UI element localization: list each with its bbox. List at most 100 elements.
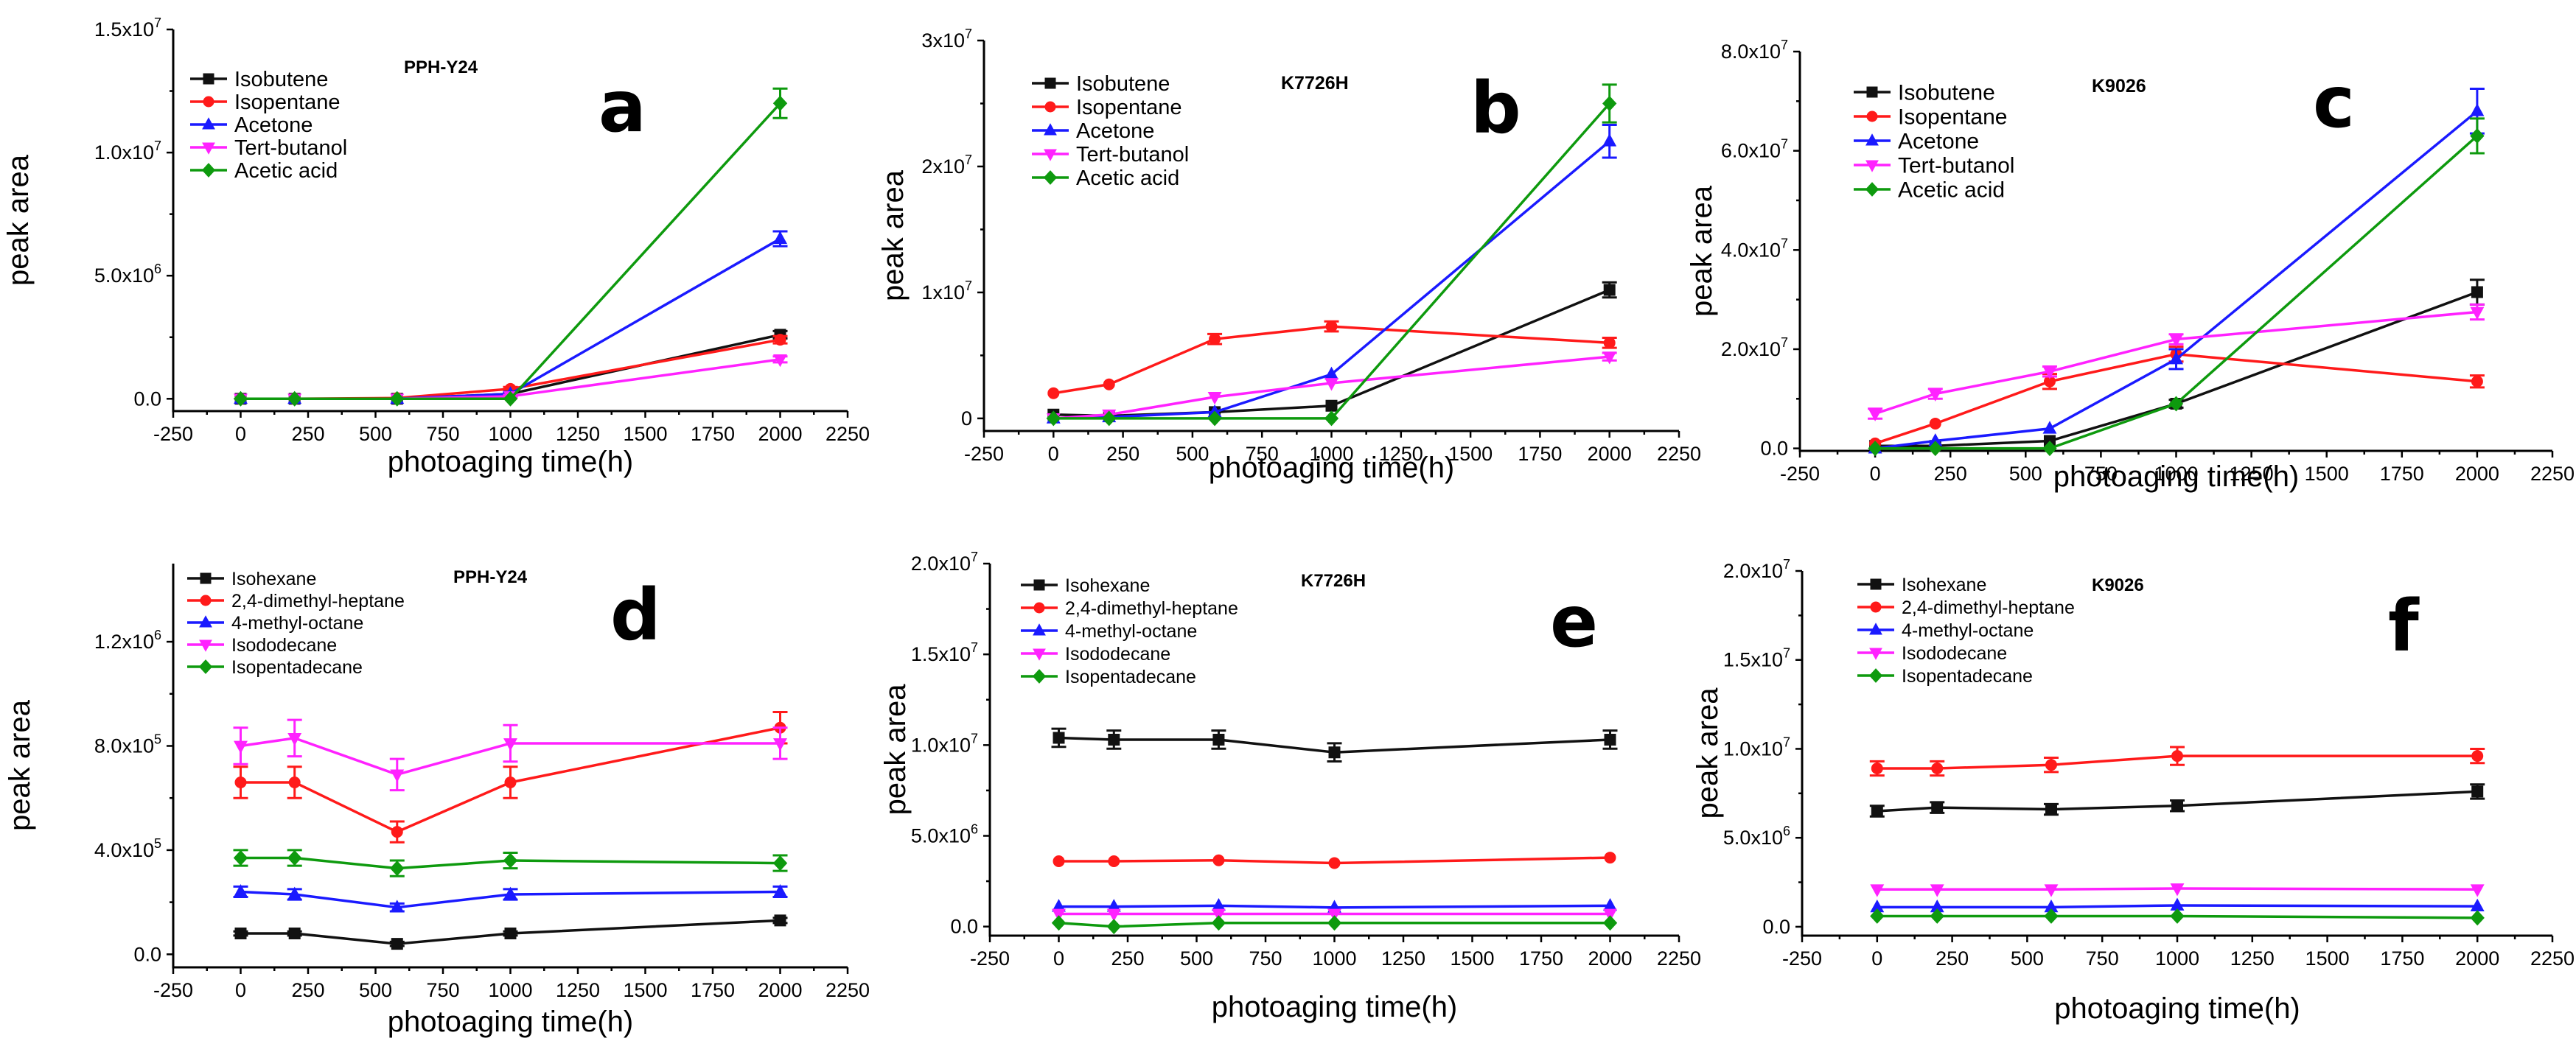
data-point (1929, 417, 1941, 430)
panel-letter: f (2388, 585, 2420, 667)
legend-label: Tert-butanol (1076, 143, 1189, 167)
y-axis-label: peak area (1686, 185, 1718, 317)
data-point (390, 390, 405, 407)
data-point (391, 826, 403, 838)
series-acetic-acid (1868, 117, 2485, 457)
y-tick-label: 6.0x107 (1721, 137, 1788, 162)
data-point (1051, 915, 1067, 931)
legend-label: Isobutene (1898, 81, 1995, 105)
x-tick-label: 2250 (825, 979, 870, 1001)
data-point (773, 738, 787, 751)
data-point (503, 852, 518, 869)
legend-label: Isopentane (234, 91, 341, 114)
y-tick-label: 0 (961, 407, 972, 430)
data-point (503, 390, 518, 407)
series-4-methyl-octane (1052, 897, 1617, 913)
y-axis-label: peak area (4, 699, 36, 831)
data-point (1325, 320, 1338, 333)
x-tick-label: 500 (2009, 463, 2042, 485)
legend-label: Acetic acid (234, 159, 338, 183)
x-tick-label: 2250 (825, 423, 870, 445)
x-tick-label: 1750 (1519, 947, 1563, 970)
data-point (2044, 884, 2059, 897)
legend-label: Isohexane (1065, 575, 1150, 596)
y-tick-label: 1.0x107 (94, 139, 161, 164)
legend-label: Isopentane (1898, 105, 2007, 130)
y-axis-label: peak area (1692, 687, 1724, 819)
data-point (287, 390, 302, 407)
x-tick-label: -250 (1782, 947, 1822, 970)
data-point (234, 740, 248, 754)
x-tick-label: 1750 (691, 423, 735, 445)
data-point (1928, 388, 1943, 402)
data-point (2471, 286, 2483, 298)
data-point (2470, 127, 2485, 144)
series-line (1053, 288, 1610, 418)
series-acetone (234, 230, 788, 404)
data-point (2042, 421, 2057, 434)
data-point (1106, 908, 1121, 922)
legend-marker (199, 615, 212, 628)
sample-label: K9026 (2092, 76, 2146, 97)
data-point (391, 938, 403, 950)
data-point (1868, 408, 1882, 421)
x-tick-label: 2000 (1588, 443, 1632, 465)
x-axis-label: photoaging time(h) (2053, 460, 2300, 493)
panel-letter: b (1470, 67, 1521, 150)
sample-label: PPH-Y24 (453, 567, 528, 587)
legend-marker (203, 73, 214, 85)
x-tick-label: 500 (2011, 947, 2044, 970)
data-point (1604, 852, 1616, 864)
y-tick-label: 8.0x107 (1721, 38, 1788, 63)
data-point (1046, 410, 1061, 427)
chart-panel-d: -250 0 250 500 750 1000 1250 1500 1750 2000 2250 0.… (4, 564, 870, 1038)
data-point (1211, 915, 1226, 931)
sample-label: K7726H (1301, 571, 1366, 591)
data-point (288, 776, 301, 788)
x-axis-label: photoaging time(h) (2054, 992, 2300, 1025)
data-point (287, 733, 302, 746)
y-tick-label: 1.2x106 (94, 628, 161, 653)
series-isohexane (1051, 727, 1618, 763)
x-tick-label: 250 (291, 423, 324, 445)
legend-label: Isobutene (234, 68, 328, 91)
data-point (1602, 915, 1618, 931)
x-tick-label: 2250 (1657, 443, 1701, 465)
data-point (1102, 410, 1117, 427)
x-tick-label: 1250 (2230, 947, 2275, 970)
data-point (1324, 378, 1338, 391)
x-tick-label: 250 (1934, 463, 1967, 485)
y-axis-label: peak area (877, 169, 910, 301)
data-point (773, 354, 787, 368)
data-point (2169, 351, 2183, 365)
legend-marker (1868, 668, 1883, 683)
data-point (2042, 366, 2057, 379)
panel-letter: d (610, 574, 661, 656)
sample-label: K9026 (2092, 575, 2144, 595)
data-point (773, 231, 787, 244)
legend-marker (200, 572, 212, 584)
data-point (287, 886, 302, 900)
chart-panel-b: -250 0 250 500 750 1000 1250 1500 1750 2000 2250 0 1… (877, 27, 1701, 484)
legend-label: Isopentadecane (231, 657, 363, 678)
data-point (2171, 799, 2183, 812)
x-tick-label: 750 (2086, 947, 2119, 970)
y-tick-label: 1.0x107 (1723, 735, 1790, 760)
data-point (1603, 337, 1616, 349)
x-tick-label: 1500 (623, 423, 667, 445)
y-tick-label: 0.0 (1762, 916, 1790, 938)
legend-label: Isobutene (1076, 72, 1170, 96)
x-tick-label: 2250 (2530, 947, 2575, 970)
data-point (2470, 910, 2485, 926)
data-point (2470, 306, 2485, 320)
legend-label: Isohexane (231, 569, 316, 589)
data-point (1207, 410, 1222, 427)
data-point (2169, 334, 2183, 347)
data-point (1108, 855, 1120, 867)
legend-marker (1033, 623, 1046, 636)
x-tick-label: 0 (235, 979, 246, 1001)
data-point (2471, 375, 2483, 388)
panel-letter: c (2313, 61, 2355, 144)
legend-label: Tert-butanol (1898, 154, 2014, 178)
